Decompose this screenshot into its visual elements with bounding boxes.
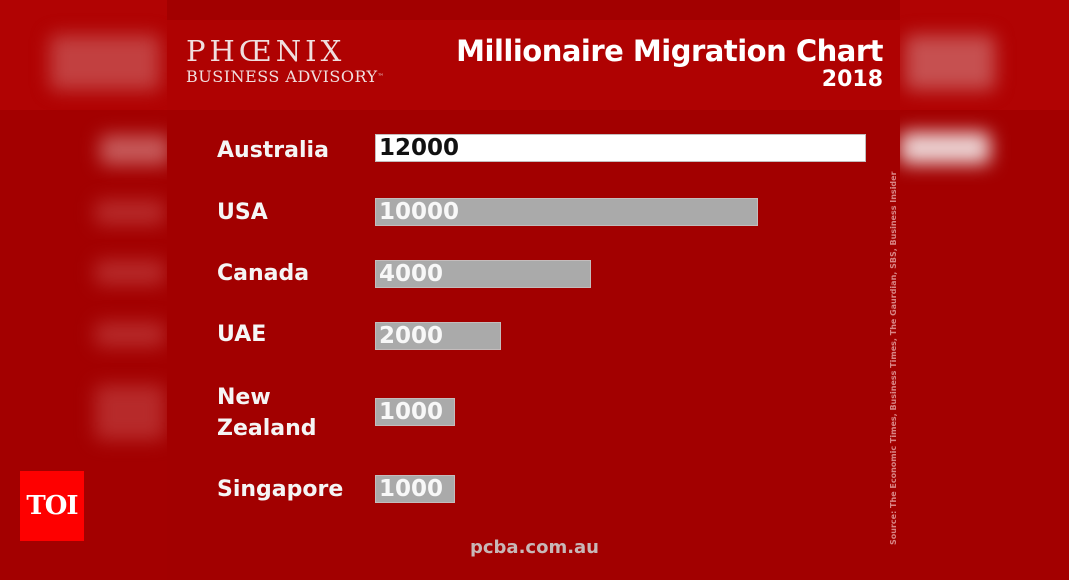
country-label: USA (217, 200, 268, 225)
blurred-background-shape (95, 385, 165, 440)
blurred-background-shape (95, 200, 165, 225)
bar-uae: 2000 (375, 322, 501, 350)
chart-title: Millionaire Migration Chart (456, 34, 883, 68)
country-label: UAE (217, 322, 267, 347)
phoenix-logo: PHŒNIX BUSINESS ADVISORY™ (186, 36, 384, 86)
bar-value: 12000 (379, 135, 460, 161)
blurred-background-shape (905, 35, 995, 90)
source-note: Source: The Economic Times, Business Tim… (889, 171, 898, 545)
chart-year: 2018 (821, 67, 883, 92)
bar-canada: 4000 (375, 260, 591, 288)
toi-badge: TOI (20, 471, 84, 541)
chart-title-block: Millionaire Migration Chart 2018 (456, 34, 883, 92)
bar-singapore: 1000 (375, 475, 455, 503)
country-label: Australia (217, 138, 329, 163)
bar-value: 4000 (379, 261, 444, 287)
bar-value: 10000 (379, 199, 460, 225)
blurred-background-shape (50, 35, 160, 90)
country-label: New Zealand (217, 385, 317, 441)
blurred-background-shape (100, 135, 170, 165)
bar-australia: 12000 (375, 134, 866, 162)
blurred-background-shape (900, 132, 990, 164)
chart-header (167, 20, 900, 110)
bar-value: 1000 (379, 399, 444, 425)
blurred-background-shape (95, 322, 165, 347)
country-label: Canada (217, 261, 310, 286)
website-footer: pcba.com.au (469, 537, 599, 558)
logo-wordmark: PHŒNIX (186, 34, 346, 68)
bar-value: 2000 (379, 323, 444, 349)
logo-subtitle: BUSINESS ADVISORY™ (186, 67, 385, 86)
country-label: Singapore (217, 477, 344, 502)
blurred-background-shape (95, 260, 165, 285)
bar-usa: 10000 (375, 198, 758, 226)
bar-value: 1000 (379, 476, 444, 502)
bar-new-zealand: 1000 (375, 398, 455, 426)
